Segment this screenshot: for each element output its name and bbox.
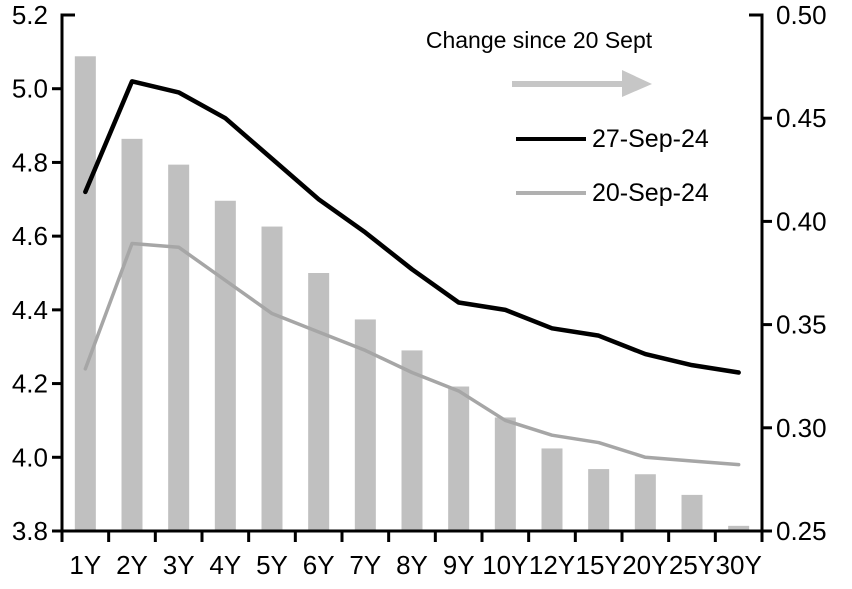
right-axis-label: 0.30 bbox=[776, 413, 827, 443]
right-axis-label: 0.50 bbox=[776, 0, 827, 30]
bar-4Y bbox=[214, 200, 236, 531]
left-axis-label: 4.6 bbox=[12, 221, 48, 251]
x-axis-label: 6Y bbox=[303, 550, 335, 580]
left-axis-label: 3.8 bbox=[12, 516, 48, 546]
left-axis-label: 5.0 bbox=[12, 74, 48, 104]
axes-frame bbox=[60, 13, 764, 533]
x-axis-label: 9Y bbox=[443, 550, 475, 580]
axes-group: 5.2 5.0 4.8 4.6 4.4 4.2 4.0 3.8 0.50 0.45 0.40 0.35… bbox=[12, 0, 827, 580]
bar-15Y bbox=[588, 469, 610, 531]
legend-label-27sep: 27-Sep-24 bbox=[592, 125, 709, 153]
change-arrow-icon bbox=[512, 70, 652, 97]
x-axis-label: 12Y bbox=[529, 550, 575, 580]
right-axis-label: 0.40 bbox=[776, 206, 827, 236]
lines-group bbox=[83, 79, 741, 467]
legend: Change since 20 Sept 27-Sep-24 20-Sep-24 bbox=[426, 27, 709, 207]
bar-10Y bbox=[494, 417, 516, 531]
line-27-Sep-24 bbox=[83, 79, 741, 375]
legend-title: Change since 20 Sept bbox=[426, 27, 653, 53]
left-axis-label: 4.8 bbox=[12, 147, 48, 177]
x-axis-label: 5Y bbox=[256, 550, 288, 580]
x-axis-label: 10Y bbox=[482, 550, 528, 580]
left-axis-label: 4.0 bbox=[12, 442, 48, 472]
left-axis-label: 5.2 bbox=[12, 0, 48, 30]
bar-6Y bbox=[308, 273, 330, 531]
left-axis-label: 4.2 bbox=[12, 369, 48, 399]
x-axis-label: 2Y bbox=[116, 550, 148, 580]
bar-5Y bbox=[261, 226, 283, 531]
left-axis-label: 4.4 bbox=[12, 295, 48, 325]
x-axis-label: 7Y bbox=[349, 550, 381, 580]
bar-12Y bbox=[541, 448, 563, 531]
legend-label-20sep: 20-Sep-24 bbox=[592, 179, 709, 207]
right-axis-label: 0.35 bbox=[776, 310, 827, 340]
x-axis-label: 4Y bbox=[209, 550, 241, 580]
arrow-shaft bbox=[512, 81, 624, 87]
bar-25Y bbox=[681, 494, 703, 531]
x-axis-label: 15Y bbox=[576, 550, 622, 580]
right-axis-label: 0.25 bbox=[776, 516, 827, 546]
x-axis-label: 25Y bbox=[669, 550, 715, 580]
bar-8Y bbox=[401, 350, 423, 531]
x-axis-label: 1Y bbox=[69, 550, 101, 580]
x-axis-label: 20Y bbox=[622, 550, 668, 580]
bar-3Y bbox=[168, 164, 190, 531]
bar-1Y bbox=[74, 56, 96, 531]
bar-2Y bbox=[121, 138, 143, 531]
line-20-Sep-24 bbox=[83, 241, 741, 467]
arrow-head bbox=[622, 70, 652, 97]
bar-30Y bbox=[728, 525, 750, 531]
bar-9Y bbox=[448, 386, 470, 531]
x-axis-label: 8Y bbox=[396, 550, 428, 580]
x-axis-label: 3Y bbox=[163, 550, 195, 580]
right-axis-label: 0.45 bbox=[776, 103, 827, 133]
bars-group bbox=[74, 56, 750, 531]
bar-7Y bbox=[354, 319, 376, 531]
x-axis-label: 30Y bbox=[716, 550, 762, 580]
bar-20Y bbox=[634, 474, 656, 531]
